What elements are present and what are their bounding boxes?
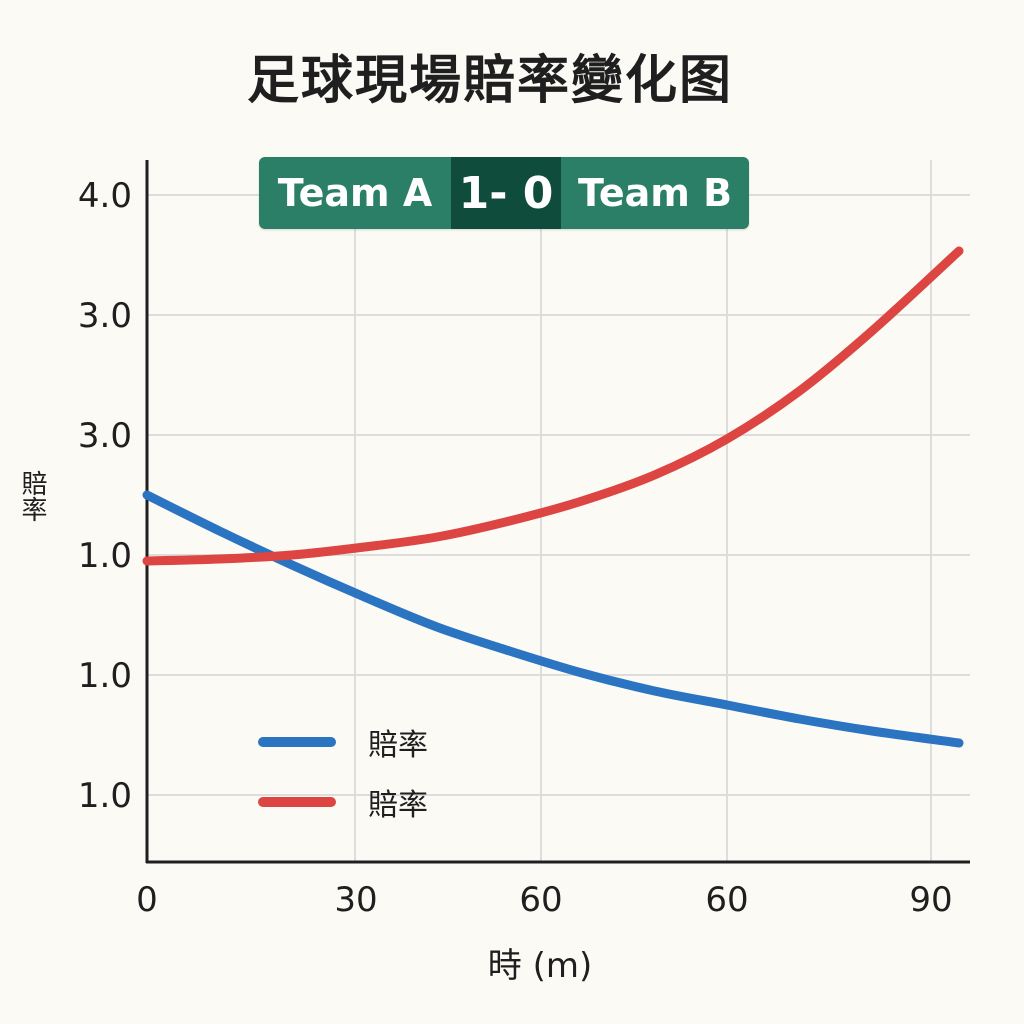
match-score: 1- 0 xyxy=(451,157,561,229)
x-tick-label: 90 xyxy=(909,880,953,920)
y-tick-label: 4.0 xyxy=(77,176,132,216)
x-axis-label: 時 (m) xyxy=(487,946,593,986)
legend-swatch-red xyxy=(258,797,336,807)
legend-label: 賠率 xyxy=(368,728,428,763)
scoreboard: Team A 1- 0 Team B xyxy=(259,157,749,229)
y-axis-label: 賠率 xyxy=(17,470,47,522)
home-team-label: Team A xyxy=(259,157,451,229)
x-tick-label: 60 xyxy=(705,880,749,920)
legend-item-series-b: 賠率 xyxy=(258,782,428,823)
x-tick-label: 0 xyxy=(136,880,158,920)
series-line-blue xyxy=(142,490,964,748)
y-tick-label: 3.0 xyxy=(77,296,132,336)
chart-title: 足球現場賠率變化图 xyxy=(246,51,733,111)
y-tick-label: 1.0 xyxy=(77,536,132,576)
x-tick-label: 60 xyxy=(519,880,563,920)
y-tick-label: 1.0 xyxy=(77,656,132,696)
series-line-red xyxy=(142,246,964,566)
legend-label: 賠率 xyxy=(368,788,428,823)
y-tick-label: 1.0 xyxy=(77,776,132,816)
y-tick-label: 3.0 xyxy=(77,416,132,456)
x-tick-label: 30 xyxy=(334,880,378,920)
away-team-label: Team B xyxy=(561,157,749,229)
legend-swatch-blue xyxy=(258,737,336,747)
legend-item-series-a: 賠率 xyxy=(258,722,428,763)
